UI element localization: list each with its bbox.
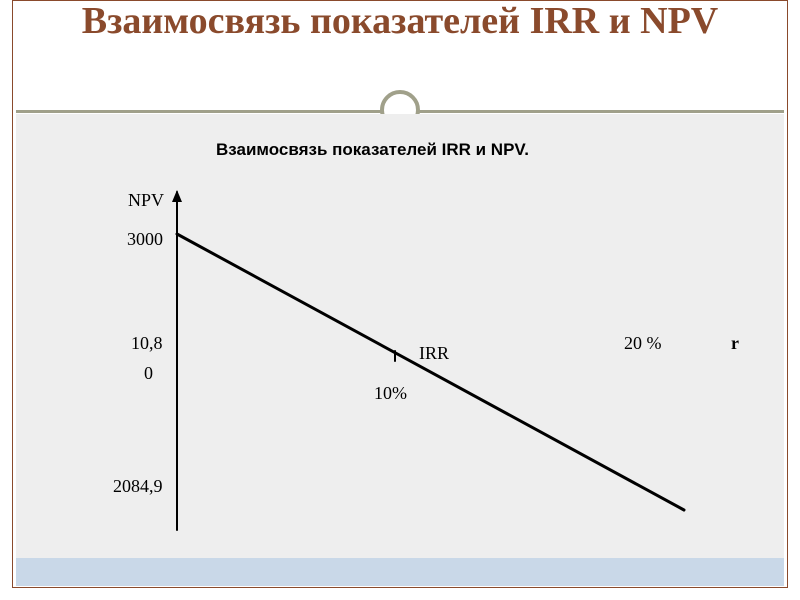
label-10-8: 10,8 — [131, 333, 163, 354]
label-npv: NPV — [128, 190, 164, 211]
label-3000: 3000 — [127, 229, 163, 250]
footer-bar — [16, 558, 784, 586]
chart-title: Взаимосвязь показателей IRR и NPV. — [216, 140, 529, 160]
label-0: 0 — [144, 363, 153, 384]
label-20pct: 20 % — [624, 333, 662, 354]
label-r: r — [731, 333, 739, 354]
label-2084-9: 2084,9 — [113, 476, 163, 497]
label-10pct: 10% — [374, 383, 407, 404]
label-irr: IRR — [419, 343, 449, 364]
